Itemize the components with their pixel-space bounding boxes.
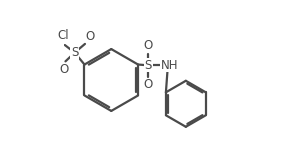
Text: S: S: [71, 46, 78, 59]
Text: O: O: [144, 78, 153, 91]
Text: Cl: Cl: [58, 29, 69, 43]
Text: S: S: [145, 59, 152, 72]
Text: O: O: [86, 30, 95, 43]
Text: NH: NH: [161, 59, 178, 72]
Text: O: O: [144, 39, 153, 52]
Text: O: O: [59, 63, 69, 76]
